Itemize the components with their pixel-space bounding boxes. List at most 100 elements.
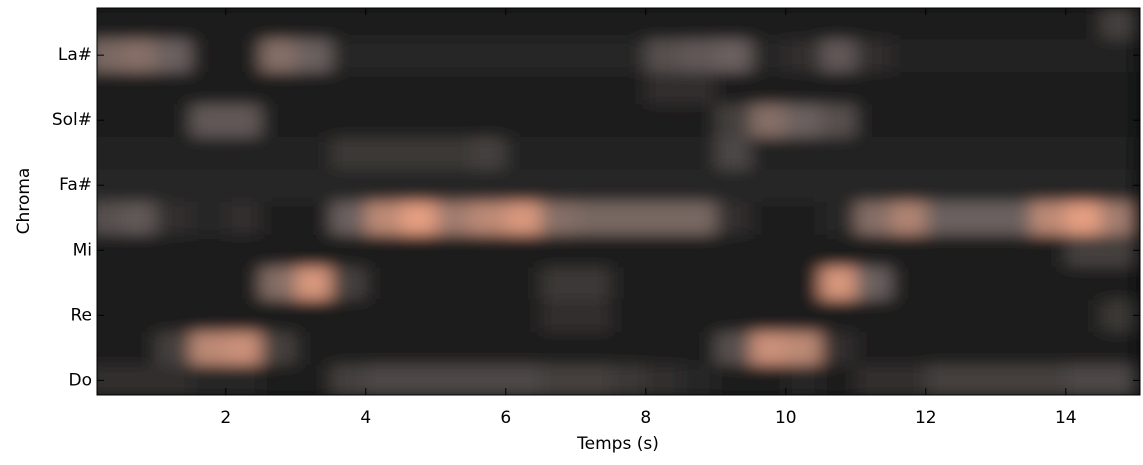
heatmap-cell	[190, 168, 227, 202]
heatmap-cell	[785, 364, 822, 395]
heatmap-cell	[925, 201, 962, 235]
heatmap-cell	[1100, 71, 1137, 105]
heatmap-cell	[680, 266, 717, 300]
heatmap-cell	[785, 266, 822, 300]
heatmap-cell	[575, 299, 612, 333]
heatmap-cell	[925, 136, 962, 170]
x-axis-label: Temps (s)	[576, 434, 659, 454]
heatmap-cell	[960, 8, 997, 40]
heatmap-cell	[960, 201, 997, 235]
heatmap-cell	[785, 8, 822, 40]
heatmap-cell	[97, 71, 122, 105]
heatmap-cell	[575, 201, 612, 235]
heatmap-cell	[890, 331, 927, 365]
heatmap-cell	[505, 103, 542, 137]
heatmap-cell	[575, 38, 612, 72]
heatmap-cell	[1065, 201, 1102, 235]
heatmap-cell	[190, 38, 227, 72]
heatmap-cell	[785, 71, 822, 105]
y-tick-label: Sol#	[52, 110, 92, 130]
heatmap-cell	[855, 103, 892, 137]
heatmap-cell	[260, 331, 297, 365]
heatmap-cell	[365, 266, 402, 300]
heatmap-cell	[225, 71, 262, 105]
heatmap-cell	[120, 201, 157, 235]
heatmap-cell	[260, 38, 297, 72]
heatmap-cell	[330, 103, 367, 137]
heatmap-cell	[575, 234, 612, 268]
heatmap-cell	[540, 364, 577, 395]
heatmap-cell	[785, 234, 822, 268]
heatmap-cell	[1100, 299, 1137, 333]
heatmap-cell	[960, 364, 997, 395]
heatmap-cell	[680, 234, 717, 268]
heatmap-cell	[645, 103, 682, 137]
heatmap-cell	[995, 266, 1032, 300]
y-tick-label: La#	[58, 45, 92, 65]
heatmap-cell	[610, 201, 647, 235]
heatmap-cell	[995, 38, 1032, 72]
heatmap-cell	[610, 266, 647, 300]
heatmap-cell	[330, 38, 367, 72]
heatmap-cell	[330, 331, 367, 365]
heatmap-cell	[330, 234, 367, 268]
heatmap-cell	[365, 364, 402, 395]
heatmap-cell	[855, 38, 892, 72]
heatmap-cell	[540, 201, 577, 235]
heatmap-cell	[190, 71, 227, 105]
heatmap-cell	[365, 71, 402, 105]
heatmap-cell	[330, 364, 367, 395]
heatmap-cell	[925, 71, 962, 105]
heatmap-cell	[155, 103, 192, 137]
heatmap-cell	[785, 331, 822, 365]
heatmap-cell	[225, 331, 262, 365]
heatmap-cell	[470, 168, 507, 202]
x-tick-label: 6	[500, 408, 511, 428]
heatmap-cell	[225, 299, 262, 333]
heatmap-cell	[435, 299, 472, 333]
heatmap-cell	[190, 103, 227, 137]
heatmap-cell	[190, 201, 227, 235]
heatmap-cell	[225, 136, 262, 170]
heatmap-cell	[890, 364, 927, 395]
heatmap-cell	[1065, 266, 1102, 300]
heatmap-cell	[505, 364, 542, 395]
x-tick-label: 10	[775, 408, 797, 428]
heatmap-cell	[750, 299, 787, 333]
heatmap-cell	[960, 331, 997, 365]
heatmap-cell	[155, 234, 192, 268]
heatmap-cell	[890, 299, 927, 333]
heatmap-cell	[1065, 71, 1102, 105]
heatmap-cell	[260, 168, 297, 202]
heatmap-cell	[225, 364, 262, 395]
heatmap-cell	[330, 8, 367, 40]
heatmap-cell	[400, 234, 437, 268]
heatmap-cell	[97, 8, 122, 40]
heatmap-cell	[750, 8, 787, 40]
heatmap-cell	[435, 266, 472, 300]
heatmap-cell	[365, 103, 402, 137]
heatmap-cell	[225, 103, 262, 137]
heatmap-cell	[960, 168, 997, 202]
heatmap-cell	[435, 168, 472, 202]
heatmap-cell	[995, 234, 1032, 268]
heatmap-cell	[365, 299, 402, 333]
heatmap-cell	[890, 71, 927, 105]
heatmap-cell	[260, 71, 297, 105]
heatmap-cell	[960, 38, 997, 72]
heatmap-cell	[435, 201, 472, 235]
heatmap-cell	[855, 201, 892, 235]
heatmap-cell	[820, 201, 857, 235]
heatmap-cell	[575, 364, 612, 395]
heatmap-cell	[155, 168, 192, 202]
heatmap-cell	[400, 8, 437, 40]
heatmap-cell	[820, 266, 857, 300]
heatmap-cell	[1065, 168, 1102, 202]
heatmap-cell	[1030, 299, 1067, 333]
heatmap-cell	[120, 103, 157, 137]
heatmap-cell	[120, 299, 157, 333]
heatmap-cell	[540, 38, 577, 72]
heatmap-cell	[820, 234, 857, 268]
heatmap-cell	[505, 331, 542, 365]
heatmap-cell	[97, 201, 122, 235]
